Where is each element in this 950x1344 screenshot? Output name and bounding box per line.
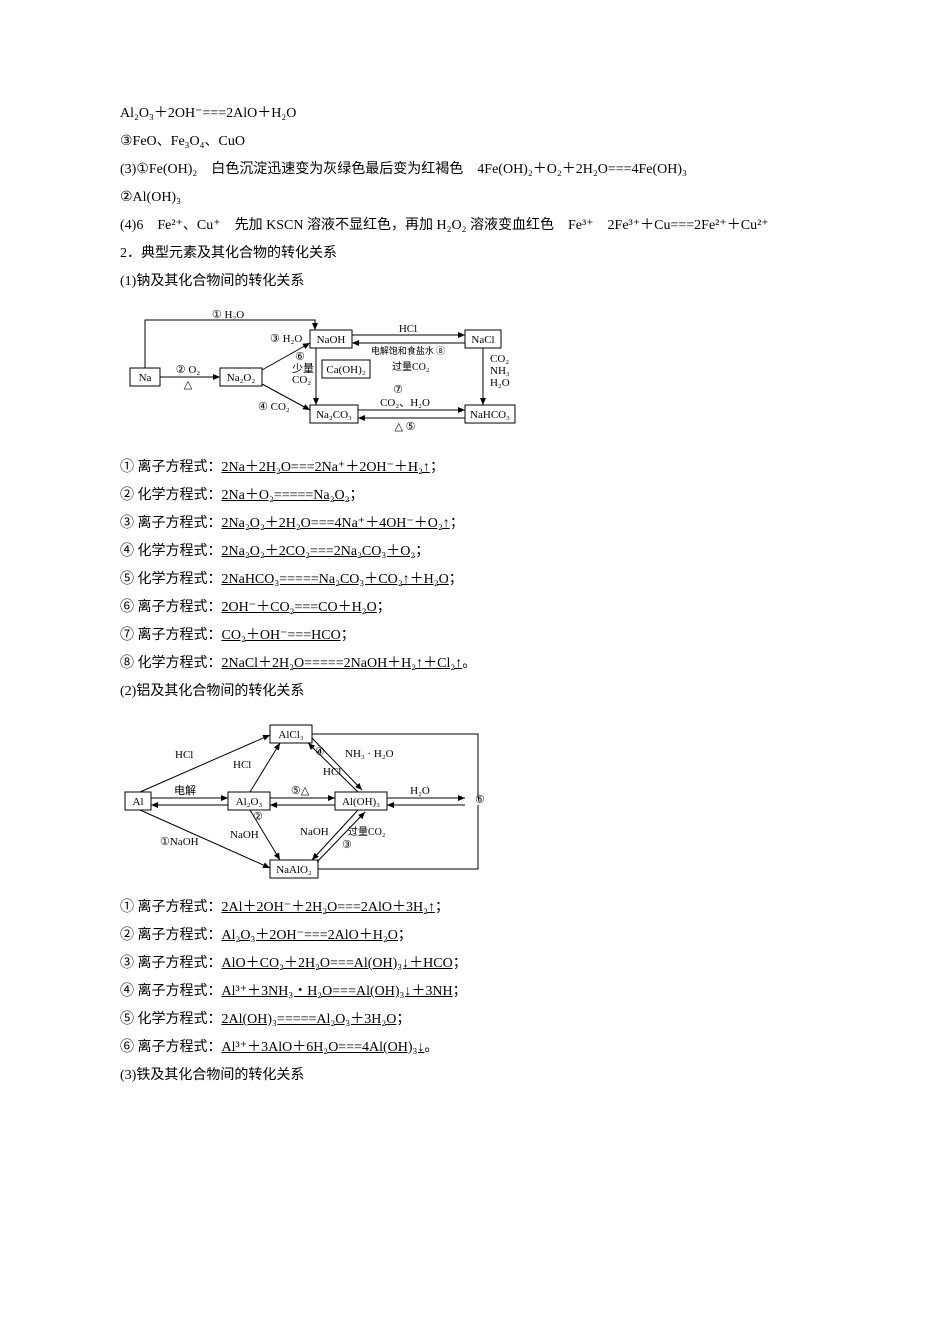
- label-5: △ ⑤: [394, 421, 415, 433]
- equation-2-3: ③ 离子方程式：AlO＋CO₂＋2H₂O===Al(OH)₃↓＋HCO；: [120, 950, 830, 978]
- label-dianjie: 电解: [174, 783, 196, 797]
- equation-1-7: ⑦ 离子方程式：CO₂＋OH⁻===HCO；: [120, 622, 830, 650]
- equation-1-3: ③ 离子方程式：2Na₂O₂＋2H₂O===4Na⁺＋4OH⁻＋O₂↑；: [120, 510, 830, 538]
- label-7: ⑦: [393, 384, 403, 396]
- equation-2-2: ② 离子方程式：Al₂O₃＋2OH⁻===2AlO＋H₂O；: [120, 922, 830, 950]
- label-r3: H₂O: [490, 377, 510, 389]
- label-2b: ②: [253, 811, 263, 823]
- label-co2: 过量CO₂: [348, 825, 385, 838]
- label-8c: 过量CO₂: [392, 360, 429, 373]
- label-r1: CO₂: [490, 353, 509, 365]
- label-r2: NH₃: [490, 365, 510, 377]
- equation-2-6: ⑥ 离子方程式：Al³⁺＋3AlO＋6H₂O===4Al(OH)₃↓。: [120, 1034, 830, 1062]
- label-6b: ⑥: [475, 794, 485, 806]
- label-hcl-1: HCl: [175, 749, 193, 761]
- node-naalo2: NaAlO₂: [276, 864, 312, 876]
- label-6: ⑥: [295, 351, 305, 363]
- text-line-5: (4)6 Fe²⁺、Cu⁺ 先加 KSCN 溶液不显红色，再加 H₂O₂ 溶液变…: [120, 212, 830, 240]
- text-line-2: ③FeO、Fe₃O₄、CuO: [120, 128, 830, 156]
- node-alcl3: AlCl₃: [278, 729, 303, 741]
- text-line-1: Al₂O₃＋2OH⁻===2AlO＋H₂O: [120, 100, 830, 128]
- equation-1-5: ⑤ 化学方程式：2NaHCO₃=====Na₂CO₃＋CO₂↑＋H₂O；: [120, 566, 830, 594]
- equation-2-5: ⑤ 化学方程式：2Al(OH)₃=====Al₂O₃＋3H₂O；: [120, 1006, 830, 1034]
- label-1b: ①NaOH: [160, 836, 199, 848]
- label-3: ③ H₂O: [270, 333, 302, 345]
- equation-1-2: ② 化学方程式：2Na＋O₂=====Na₂O₂；: [120, 482, 830, 510]
- label-h2o: H₂O: [410, 785, 430, 797]
- sodium-flowchart: Na Na₂O₂ NaOH Na₂CO₃ Ca(OH)₂ NaCl NaHCO₃…: [120, 310, 830, 440]
- node-naoh: NaOH: [317, 334, 346, 346]
- label-3b: ③: [342, 839, 352, 851]
- text-line-7: (1)钠及其化合物间的转化关系: [120, 268, 830, 296]
- node-na2co3: Na₂CO₃: [316, 409, 352, 421]
- node-al: Al: [133, 796, 144, 808]
- text-line-9: (3)铁及其化合物间的转化关系: [120, 1062, 830, 1090]
- label-1: ① H₂O: [212, 310, 244, 321]
- label-6b: CO₂: [292, 374, 311, 386]
- label-8a: HCl: [399, 323, 417, 335]
- text-line-6: 2．典型元素及其化合物的转化关系: [120, 240, 830, 268]
- text-line-8: (2)铝及其化合物间的转化关系: [120, 678, 830, 706]
- label-naoh-2: NaOH: [230, 829, 259, 841]
- equation-2-1: ① 离子方程式：2Al＋2OH⁻＋2H₂O===2AlO＋3H₂↑；: [120, 894, 830, 922]
- node-caoh2: Ca(OH)₂: [326, 364, 365, 376]
- label-4: ④ CO₂: [258, 401, 290, 413]
- node-al2o3: Al₂O₃: [236, 796, 263, 808]
- text-line-3: (3)①Fe(OH)₂ 白色沉淀迅速变为灰绿色最后变为红褐色 4Fe(OH)₂＋…: [120, 156, 830, 184]
- equation-1-6: ⑥ 离子方程式：2OH⁻＋CO₂===CO＋H₂O；: [120, 594, 830, 622]
- equation-1-4: ④ 化学方程式：2Na₂O₂＋2CO₂===2Na₂CO₃＋O₂；: [120, 538, 830, 566]
- label-2: ② O₂: [176, 364, 201, 376]
- label-7a: CO₂、H₂O: [380, 397, 430, 409]
- label-5b: ⑤△: [291, 785, 310, 797]
- label-hcl-3: HCl: [323, 766, 341, 778]
- label-8b: 电解饱和食盐水 ⑧: [371, 345, 445, 356]
- label-naoh-3: NaOH: [300, 826, 329, 838]
- equation-1-1: ① 离子方程式：2Na＋2H₂O===2Na⁺＋2OH⁻＋H₂↑；: [120, 454, 830, 482]
- node-na2o2: Na₂O₂: [227, 372, 256, 384]
- node-aloh3: Al(OH)₃: [342, 796, 380, 808]
- label-nh3: NH₃ · H₂O: [345, 748, 394, 760]
- node-nacl: NaCl: [471, 334, 494, 346]
- label-hcl-2: HCl: [233, 759, 251, 771]
- node-na: Na: [139, 372, 152, 384]
- label-2b: △: [184, 379, 193, 391]
- aluminum-flowchart: Al AlCl₃ Al₂O₃ Al(OH)₃ NaAlO₂ HCl HCl ④ …: [120, 720, 830, 880]
- node-nahco3: NaHCO₃: [470, 409, 510, 421]
- label-4b: ④: [315, 746, 325, 758]
- equation-1-8: ⑧ 化学方程式：2NaCl＋2H₂O=====2NaOH＋H₂↑＋Cl₂↑。: [120, 650, 830, 678]
- equation-2-4: ④ 离子方程式：Al³⁺＋3NH₃・H₂O===Al(OH)₃↓＋3NH；: [120, 978, 830, 1006]
- text-line-4: ②Al(OH)₃: [120, 184, 830, 212]
